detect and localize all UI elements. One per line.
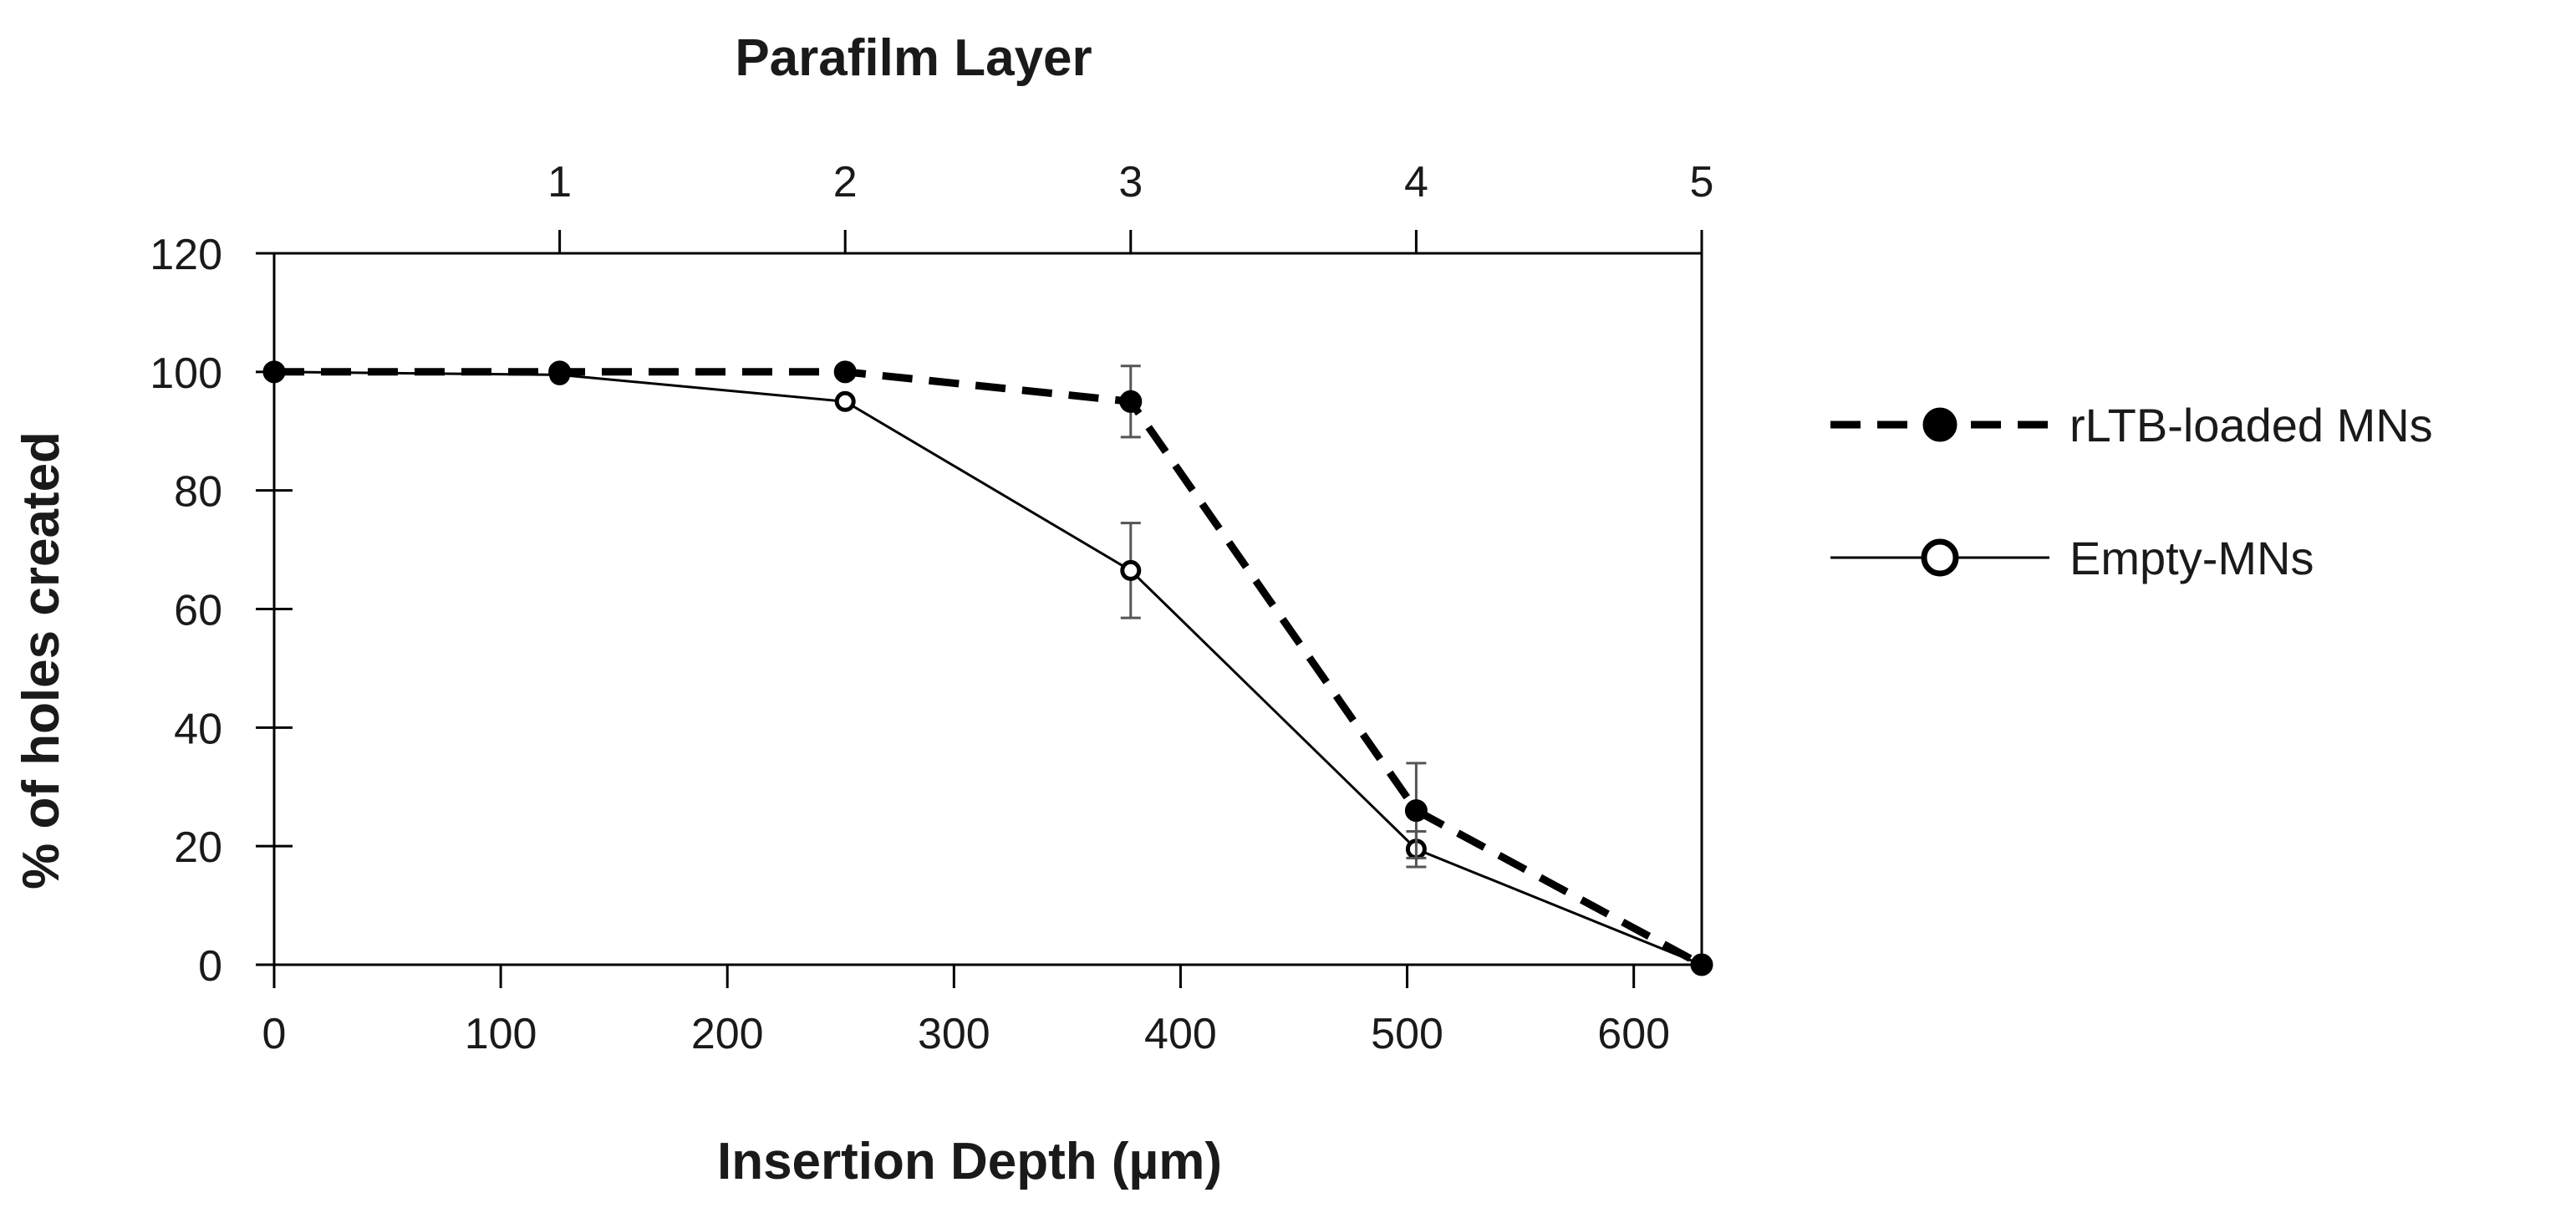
- data-point-0: [833, 360, 857, 384]
- series-group: [262, 360, 1713, 976]
- y-ticks: 0 20 40 60 80 100 120: [150, 231, 293, 991]
- legend-item-rltb: rLTB-loaded MNs: [1830, 399, 2433, 451]
- top-tick-label: 1: [547, 158, 572, 206]
- y-tick-label: 40: [174, 705, 222, 753]
- y-tick-label: 60: [174, 587, 222, 635]
- data-point-0: [1404, 799, 1428, 823]
- data-point-0: [1119, 390, 1143, 413]
- legend-label-empty: Empty-MNs: [2069, 532, 2314, 584]
- x-axis-title: Insertion Depth (µm): [717, 1133, 1222, 1190]
- top-tick-label: 2: [833, 158, 858, 206]
- y-axis-title: % of holes created: [13, 431, 70, 889]
- data-point-0: [262, 360, 286, 384]
- x-tick-label: 300: [918, 1010, 990, 1058]
- x-ticks: 0 100 200 300 400 500 600: [262, 965, 1670, 1058]
- series-line-0: [274, 368, 1704, 968]
- x-tick-label: 600: [1597, 1010, 1670, 1058]
- y-tick-label: 120: [150, 231, 222, 279]
- top-axis-title: Parafilm Layer: [735, 29, 1092, 87]
- top-tick-label: 5: [1690, 158, 1714, 206]
- x-tick-label: 400: [1144, 1010, 1217, 1058]
- legend: rLTB-loaded MNs Empty-MNs: [1830, 399, 2433, 584]
- y-tick-label: 100: [150, 349, 222, 398]
- x-tick-label: 500: [1371, 1010, 1443, 1058]
- top-tick-label: 4: [1404, 158, 1428, 206]
- y-tick-label: 80: [174, 468, 222, 517]
- data-point-1: [1120, 559, 1142, 581]
- legend-label-rltb: rLTB-loaded MNs: [2069, 399, 2433, 451]
- x-tick-label: 100: [465, 1010, 537, 1058]
- data-point-0: [1690, 953, 1713, 976]
- legend-marker-filled-circle-icon: [1922, 407, 1957, 442]
- series-line-1: [273, 370, 1703, 966]
- legend-marker-open-circle-icon: [1921, 538, 1959, 577]
- y-tick-label: 20: [174, 823, 222, 872]
- x-tick-label: 0: [262, 1010, 287, 1058]
- y-tick-label: 0: [198, 942, 222, 991]
- top-tick-label: 3: [1118, 158, 1143, 206]
- x-tick-label: 200: [691, 1010, 764, 1058]
- data-point-0: [548, 360, 572, 384]
- legend-item-empty: Empty-MNs: [1830, 532, 2314, 584]
- top-ticks: 1 2 3 4 5: [547, 158, 1713, 253]
- data-point-1: [834, 390, 856, 412]
